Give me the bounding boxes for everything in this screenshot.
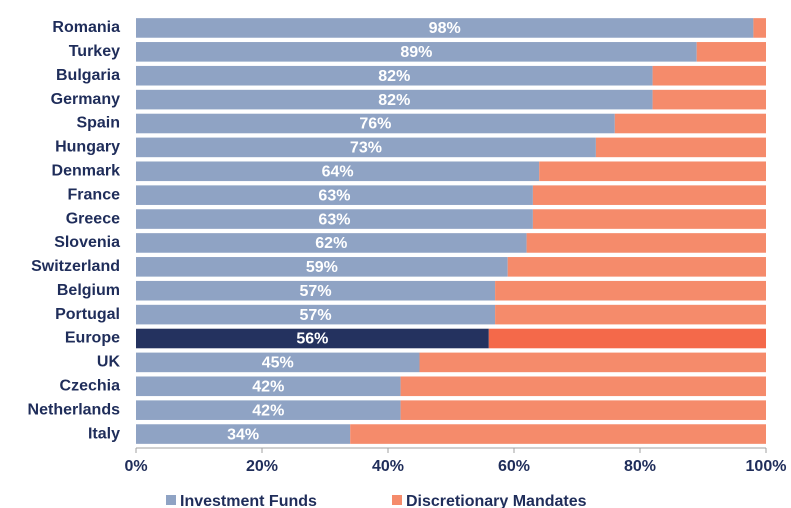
- bar-segment: [488, 328, 766, 349]
- bar-segment: [136, 161, 540, 182]
- bar-segment: [532, 209, 766, 229]
- bar-segment: [495, 304, 766, 325]
- x-tick-label: 80%: [624, 458, 656, 475]
- bar-segment: [753, 18, 766, 38]
- x-tick-label: 100%: [746, 458, 787, 475]
- bar-segment: [136, 400, 401, 420]
- x-tick-label: 0%: [124, 458, 147, 475]
- legend-swatch: [166, 495, 176, 505]
- bar-segment: [419, 352, 766, 373]
- bar-segment: [136, 304, 496, 325]
- category-label: Denmark: [52, 162, 121, 179]
- bar-segment: [652, 89, 766, 110]
- category-label: UK: [97, 354, 121, 371]
- bar-segment: [136, 42, 697, 62]
- category-label: Germany: [51, 91, 120, 108]
- bar-segment: [532, 185, 766, 205]
- value-label: 57%: [300, 283, 332, 300]
- bar-segment: [136, 113, 615, 134]
- value-label: 62%: [315, 235, 347, 252]
- category-label: Slovenia: [54, 234, 120, 251]
- category-label: Romania: [52, 19, 120, 36]
- category-label: Portugal: [55, 306, 120, 323]
- bar-segment: [136, 233, 527, 253]
- value-label: 82%: [378, 68, 410, 85]
- value-label: 42%: [252, 378, 284, 395]
- value-label: 64%: [322, 163, 354, 180]
- value-label: 42%: [252, 402, 284, 419]
- value-label: 89%: [400, 44, 432, 61]
- bar-segment: [696, 42, 766, 62]
- bar-segment: [495, 280, 766, 301]
- bar-segment: [400, 400, 766, 420]
- bar-segment: [652, 65, 766, 86]
- bar-segment: [595, 137, 766, 158]
- value-label: 59%: [306, 259, 338, 276]
- bar-segment: [136, 376, 401, 397]
- value-label: 45%: [262, 355, 294, 372]
- value-label: 34%: [227, 426, 259, 443]
- category-label: Switzerland: [31, 258, 120, 275]
- bar-segment: [136, 424, 351, 444]
- value-label: 98%: [429, 20, 461, 37]
- value-label: 63%: [318, 187, 350, 204]
- category-label: Netherlands: [28, 401, 121, 418]
- bar-segment: [136, 280, 496, 301]
- bar-segment: [350, 424, 766, 444]
- category-label: Bulgaria: [56, 67, 120, 84]
- category-label: France: [68, 186, 121, 203]
- bar-segment: [136, 89, 653, 110]
- x-tick-label: 60%: [498, 458, 530, 475]
- legend-label: Investment Funds: [180, 493, 317, 508]
- category-label: Greece: [66, 210, 120, 227]
- bar-segment: [136, 257, 508, 277]
- bar-segment: [136, 185, 533, 205]
- category-label: Europe: [65, 330, 120, 347]
- bar-segment: [539, 161, 766, 182]
- bar-segment: [526, 233, 766, 253]
- category-label: Hungary: [55, 139, 120, 156]
- category-label: Belgium: [57, 282, 120, 299]
- legend-swatch: [392, 495, 402, 505]
- bar-segment: [136, 137, 596, 158]
- value-label: 57%: [300, 307, 332, 324]
- bar-segment: [136, 18, 754, 38]
- bar-segment: [614, 113, 766, 134]
- value-label: 82%: [378, 92, 410, 109]
- bar-segment: [507, 257, 766, 277]
- category-label: Spain: [76, 115, 120, 132]
- bar-segment: [400, 376, 766, 397]
- value-label: 63%: [318, 211, 350, 228]
- value-label: 73%: [350, 140, 382, 157]
- bar-segment: [136, 328, 489, 349]
- bar-segment: [136, 65, 653, 86]
- bar-segment: [136, 352, 420, 373]
- value-label: 56%: [296, 331, 328, 348]
- category-label: Italy: [88, 425, 120, 442]
- value-label: 76%: [359, 116, 391, 133]
- x-tick-label: 40%: [372, 458, 404, 475]
- category-label: Turkey: [69, 43, 120, 60]
- category-label: Czechia: [60, 377, 121, 394]
- bar-segment: [136, 209, 533, 229]
- x-tick-label: 20%: [246, 458, 278, 475]
- legend-label: Discretionary Mandates: [406, 493, 587, 508]
